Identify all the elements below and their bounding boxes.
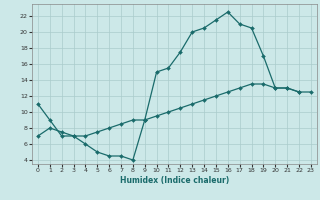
X-axis label: Humidex (Indice chaleur): Humidex (Indice chaleur) [120, 176, 229, 185]
